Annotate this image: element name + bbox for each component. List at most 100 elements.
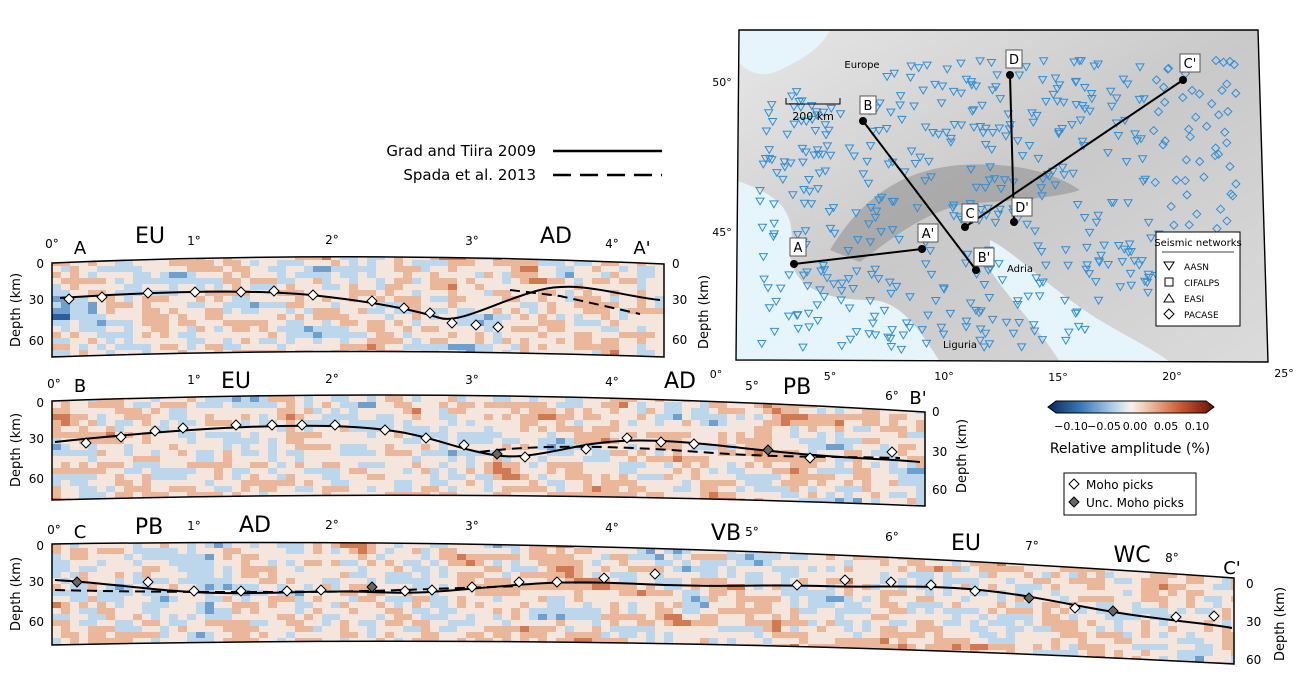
station-marker (844, 144, 855, 153)
station-marker (1115, 283, 1126, 292)
station-marker (869, 312, 880, 321)
station-marker (1036, 184, 1047, 193)
station-marker (796, 117, 807, 126)
station-marker (769, 200, 779, 209)
degree-tick: 5° (745, 525, 759, 539)
profile-label-d: D (1009, 53, 1019, 68)
station-marker (1071, 77, 1082, 87)
station-marker (1030, 227, 1040, 236)
moho-pick (791, 579, 803, 591)
panel-b-right-axis-label: Depth (km) (955, 419, 970, 493)
station-marker (1143, 270, 1154, 280)
moho-pick (420, 432, 432, 444)
station-marker (876, 228, 886, 237)
station-marker (905, 293, 915, 302)
colorbar-gradient (1047, 400, 1215, 414)
moho-pick (379, 424, 391, 436)
station-marker (901, 319, 912, 328)
station-marker (820, 167, 831, 176)
station-marker (851, 209, 861, 218)
station-marker (1079, 83, 1090, 93)
degree-tick: 6° (885, 389, 899, 403)
station-marker (1207, 99, 1217, 109)
degree-tick: 2° (325, 518, 339, 532)
station-marker (912, 204, 923, 213)
station-marker (1117, 258, 1128, 267)
scale-bar-label: 200 km (792, 110, 834, 123)
station-marker (1067, 121, 1077, 130)
station-marker (930, 80, 940, 90)
station-marker (1142, 278, 1153, 288)
panel-a-end-label: A' (633, 238, 650, 259)
station-marker (1228, 191, 1238, 201)
station-marker (1014, 71, 1025, 80)
station-marker (1052, 97, 1063, 106)
degree-tick: 5° (745, 379, 759, 393)
station-marker (809, 151, 819, 160)
station-marker (876, 193, 887, 203)
moho-pick (513, 576, 525, 588)
station-marker (948, 201, 959, 210)
station-marker (804, 323, 814, 332)
moho-pick (307, 289, 319, 301)
station-marker (1185, 131, 1195, 142)
station-marker (1040, 261, 1051, 270)
station-marker (1063, 328, 1074, 337)
station-marker (979, 343, 989, 352)
profile-labels: A A' B B' C C' D D' (789, 49, 1201, 267)
station-marker (1201, 121, 1212, 132)
station-marker (1086, 90, 1097, 99)
lon-tick: 20° (1162, 370, 1182, 383)
uncertain-moho-pick (491, 448, 503, 460)
station-marker (1223, 106, 1233, 117)
station-marker (1158, 140, 1168, 150)
alps-relief (830, 164, 1080, 262)
lon-ticks: 0° 5° 10° 15° 20° 25° (710, 367, 1294, 384)
station-marker (1105, 87, 1116, 97)
station-marker (772, 169, 782, 178)
station-marker (936, 323, 947, 333)
station-marker (1129, 257, 1140, 266)
station-marker (1153, 107, 1164, 117)
station-marker (1139, 277, 1150, 286)
moho-pick (886, 446, 898, 458)
station-marker (994, 124, 1005, 133)
depth-tick: 60 (1246, 653, 1261, 667)
station-marker (928, 128, 938, 138)
station-marker (787, 191, 798, 200)
station-marker (865, 142, 876, 151)
station-marker (845, 335, 856, 344)
station-marker (1124, 240, 1135, 249)
station-marker (862, 157, 873, 167)
station-marker (793, 324, 804, 334)
adriatic-sea (990, 240, 1170, 362)
station-marker (966, 81, 977, 90)
station-marker (818, 108, 829, 118)
station-marker (906, 147, 917, 156)
station-marker (984, 176, 995, 185)
station-marker (961, 75, 972, 85)
moho-pick (149, 425, 161, 437)
panel-a-moho-dashed (509, 289, 641, 315)
moho-picks-label: Moho picks (1086, 478, 1153, 492)
station-marker (822, 142, 833, 151)
station-marker (976, 307, 986, 316)
station-marker (796, 97, 807, 106)
station-marker (989, 175, 1000, 184)
station-marker (909, 102, 919, 111)
station-marker (948, 204, 958, 213)
station-marker (894, 235, 904, 245)
station-marker (870, 265, 881, 275)
moho-pick (366, 295, 378, 307)
station-marker (986, 145, 997, 155)
station-marker (1103, 260, 1114, 270)
colorbar-tick: −0.05 (1087, 420, 1121, 433)
station-marker (1091, 218, 1102, 227)
triangle-icon (1163, 293, 1175, 303)
station-marker (971, 82, 982, 91)
station-marker (836, 342, 847, 351)
station-marker (852, 236, 863, 245)
station-marker (779, 163, 790, 172)
station-marker (1138, 177, 1149, 187)
station-marker (975, 325, 986, 334)
